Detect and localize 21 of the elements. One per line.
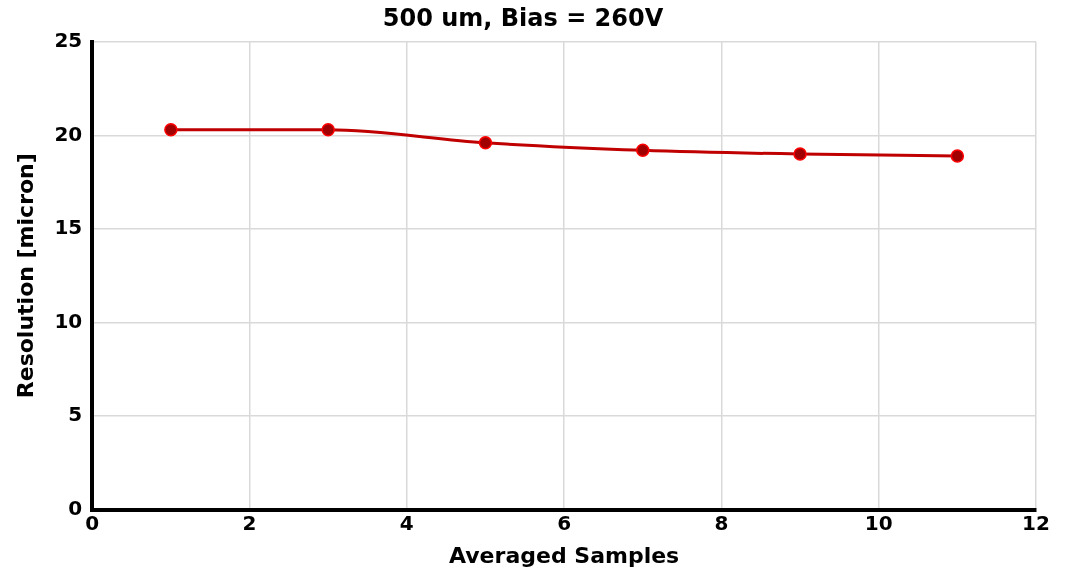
point [478,136,493,150]
x-tick-label: 10 [864,510,893,535]
x-tick-label: 12 [1022,510,1050,535]
point [636,143,650,158]
x-tick-label: 4 [399,510,414,535]
point [793,147,807,161]
y-axis-title: Resolution [micron] [12,153,38,399]
point [321,123,335,137]
x-tick-label: 8 [714,510,729,535]
x-tick-label: 0 [85,510,100,535]
y-tick-label: 20 [54,121,83,146]
x-axis-title: Averaged Samples [449,542,680,568]
chart-title: 500 um, Bias = 260V [382,3,664,32]
x-tick-label: 6 [557,510,572,535]
y-tick-label: 10 [54,308,83,333]
y-tick-label: 15 [54,215,83,240]
y-tick-label: 5 [68,402,83,427]
x-tick-label: 2 [242,510,257,535]
point [164,123,178,137]
y-tick-label: 25 [54,28,83,52]
point [950,149,965,163]
